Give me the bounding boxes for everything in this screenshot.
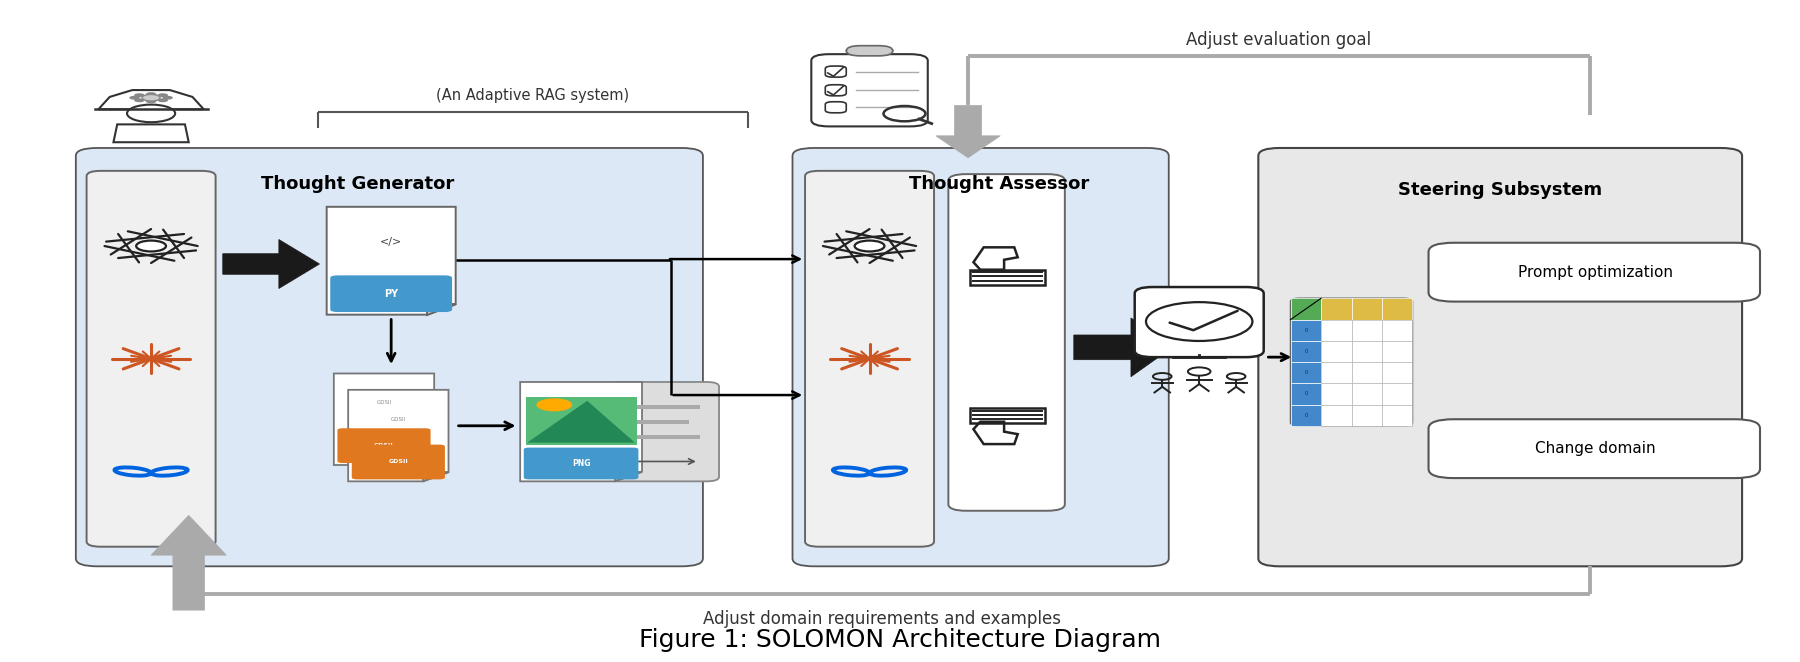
FancyBboxPatch shape bbox=[824, 85, 846, 96]
Circle shape bbox=[855, 240, 884, 252]
Circle shape bbox=[146, 99, 157, 103]
Circle shape bbox=[130, 96, 140, 100]
Text: 0: 0 bbox=[1305, 370, 1307, 375]
FancyBboxPatch shape bbox=[1291, 299, 1413, 426]
Polygon shape bbox=[520, 382, 643, 481]
Circle shape bbox=[137, 240, 166, 252]
FancyBboxPatch shape bbox=[805, 171, 934, 547]
Bar bbox=[1352, 383, 1382, 404]
Polygon shape bbox=[113, 124, 189, 142]
Bar bbox=[1291, 320, 1321, 341]
Bar bbox=[1321, 341, 1352, 362]
Bar bbox=[1291, 404, 1321, 426]
Bar bbox=[1352, 404, 1382, 426]
Polygon shape bbox=[99, 90, 203, 109]
Bar bbox=[1382, 299, 1413, 320]
FancyBboxPatch shape bbox=[86, 171, 216, 547]
Text: 0: 0 bbox=[1305, 391, 1307, 397]
Bar bbox=[1321, 320, 1352, 341]
Text: Adjust domain requirements and examples: Adjust domain requirements and examples bbox=[704, 610, 1060, 628]
Text: Prompt optimization: Prompt optimization bbox=[1517, 265, 1672, 279]
Text: PNG: PNG bbox=[572, 459, 590, 468]
FancyBboxPatch shape bbox=[949, 174, 1066, 511]
Bar bbox=[1321, 362, 1352, 383]
Bar bbox=[1321, 299, 1352, 320]
FancyBboxPatch shape bbox=[846, 46, 893, 56]
Text: Thought Assessor: Thought Assessor bbox=[909, 175, 1089, 193]
Bar bbox=[1291, 341, 1321, 362]
FancyBboxPatch shape bbox=[76, 148, 704, 566]
Text: </>: </> bbox=[380, 238, 401, 248]
FancyBboxPatch shape bbox=[792, 148, 1168, 566]
Text: GDSII: GDSII bbox=[391, 416, 407, 422]
FancyBboxPatch shape bbox=[1429, 243, 1760, 302]
Text: 0: 0 bbox=[1305, 349, 1307, 354]
Bar bbox=[1352, 299, 1382, 320]
Text: 0: 0 bbox=[1305, 328, 1307, 333]
Polygon shape bbox=[427, 305, 455, 314]
Bar bbox=[1291, 299, 1321, 320]
Bar bbox=[1382, 383, 1413, 404]
Polygon shape bbox=[333, 373, 434, 465]
Bar bbox=[1321, 383, 1352, 404]
Text: (An Adaptive RAG system): (An Adaptive RAG system) bbox=[436, 88, 630, 103]
Bar bbox=[1382, 404, 1413, 426]
Circle shape bbox=[146, 92, 157, 96]
FancyBboxPatch shape bbox=[824, 66, 846, 77]
Circle shape bbox=[142, 95, 160, 101]
Polygon shape bbox=[936, 105, 1001, 158]
Text: Thought Generator: Thought Generator bbox=[261, 175, 455, 193]
Text: PY: PY bbox=[383, 289, 398, 299]
Bar bbox=[970, 269, 1046, 285]
Bar bbox=[626, 435, 700, 440]
Text: GDSII: GDSII bbox=[389, 459, 409, 465]
Text: GDSII: GDSII bbox=[374, 443, 394, 448]
FancyBboxPatch shape bbox=[351, 445, 445, 479]
Bar bbox=[1382, 341, 1413, 362]
Bar bbox=[1291, 383, 1321, 404]
Bar bbox=[1382, 320, 1413, 341]
Text: Change domain: Change domain bbox=[1535, 441, 1656, 456]
Bar bbox=[1321, 404, 1352, 426]
Text: Steering Subsystem: Steering Subsystem bbox=[1399, 181, 1602, 199]
Polygon shape bbox=[1075, 318, 1172, 377]
FancyBboxPatch shape bbox=[1258, 148, 1742, 566]
Bar bbox=[1352, 320, 1382, 341]
FancyBboxPatch shape bbox=[812, 54, 927, 126]
FancyBboxPatch shape bbox=[607, 382, 718, 481]
Circle shape bbox=[158, 99, 167, 102]
FancyBboxPatch shape bbox=[824, 102, 846, 113]
Bar bbox=[1291, 362, 1321, 383]
Text: GDSII: GDSII bbox=[376, 401, 392, 405]
Bar bbox=[626, 405, 700, 409]
FancyBboxPatch shape bbox=[1429, 419, 1760, 478]
Polygon shape bbox=[423, 472, 448, 481]
FancyBboxPatch shape bbox=[329, 275, 452, 312]
Text: 0: 0 bbox=[1305, 412, 1307, 418]
Circle shape bbox=[162, 96, 173, 100]
Bar bbox=[1382, 362, 1413, 383]
Circle shape bbox=[128, 105, 175, 122]
Circle shape bbox=[135, 93, 144, 97]
Polygon shape bbox=[151, 515, 227, 610]
Bar bbox=[626, 420, 689, 424]
Text: Figure 1: SOLOMON Architecture Diagram: Figure 1: SOLOMON Architecture Diagram bbox=[639, 628, 1161, 651]
Circle shape bbox=[536, 399, 572, 411]
Bar bbox=[1352, 362, 1382, 383]
Polygon shape bbox=[409, 456, 434, 465]
Polygon shape bbox=[347, 390, 448, 481]
Polygon shape bbox=[223, 240, 320, 289]
Circle shape bbox=[158, 93, 167, 97]
Circle shape bbox=[135, 99, 144, 102]
Polygon shape bbox=[326, 207, 455, 314]
Polygon shape bbox=[616, 471, 643, 481]
Bar bbox=[1352, 341, 1382, 362]
FancyBboxPatch shape bbox=[1134, 287, 1264, 357]
Bar bbox=[970, 408, 1046, 423]
FancyBboxPatch shape bbox=[337, 428, 430, 463]
Polygon shape bbox=[527, 401, 635, 443]
Bar bbox=[526, 397, 637, 445]
Text: Adjust evaluation goal: Adjust evaluation goal bbox=[1186, 31, 1372, 49]
FancyBboxPatch shape bbox=[524, 448, 639, 479]
